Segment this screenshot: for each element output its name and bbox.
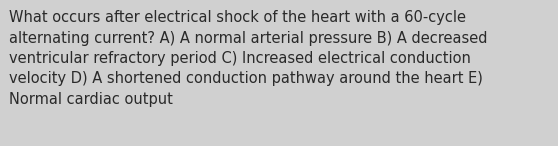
Text: What occurs after electrical shock of the heart with a 60-cycle
alternating curr: What occurs after electrical shock of th… [9,10,488,107]
